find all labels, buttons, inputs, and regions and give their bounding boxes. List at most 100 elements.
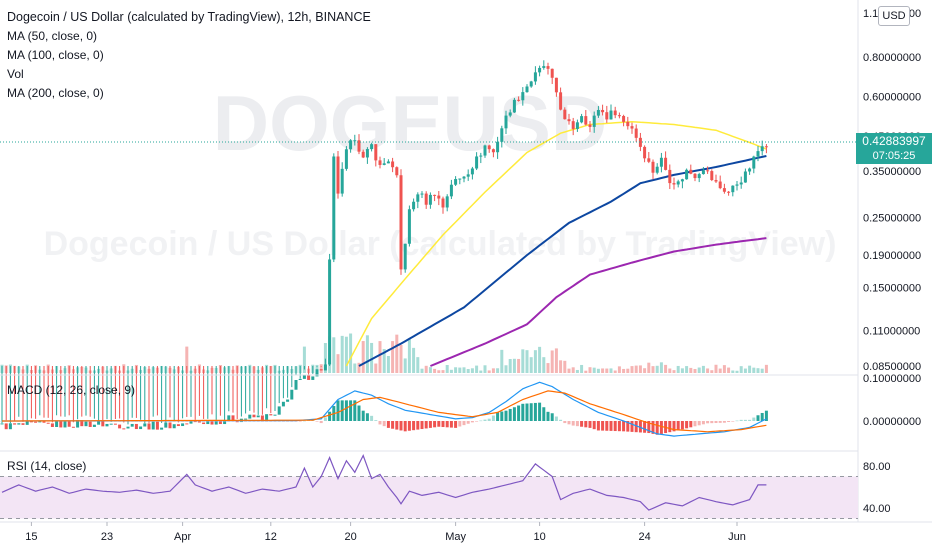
volume-bar	[659, 362, 663, 373]
candle-body	[319, 369, 323, 371]
candle-body	[67, 421, 71, 427]
volume-bar	[546, 363, 550, 373]
candle-body	[126, 426, 130, 429]
macd-histogram-bar	[748, 419, 752, 421]
rsi-pane	[0, 453, 858, 519]
macd-histogram-bar	[487, 418, 491, 421]
volume-bar	[655, 365, 659, 373]
candle-body	[500, 128, 504, 142]
volume-bar	[323, 343, 327, 373]
candle-body	[151, 421, 155, 430]
macd-histogram-bar	[336, 400, 340, 421]
candle-body	[554, 77, 558, 93]
volume-bar	[689, 367, 693, 373]
candle-body	[647, 158, 651, 162]
volume-bar	[693, 368, 697, 373]
macd-histogram-bar	[248, 421, 252, 422]
volume-bar	[735, 370, 739, 373]
indicator-label-ma100[interactable]: MA (100, close, 0)	[7, 48, 104, 62]
volume-bar	[466, 369, 470, 373]
macd-histogram-bar	[731, 421, 735, 422]
indicator-label-vol[interactable]: Vol	[7, 67, 24, 81]
volume-bar	[462, 367, 466, 373]
candle-body	[731, 185, 735, 193]
macd-histogram-bar	[298, 421, 302, 422]
macd-histogram-bar	[685, 421, 689, 429]
candle-body	[281, 401, 285, 407]
candle-body	[680, 179, 684, 182]
macd-histogram-bar	[668, 421, 672, 433]
candle-body	[46, 422, 50, 424]
macd-histogram-bar	[647, 421, 651, 434]
candle-body	[491, 149, 495, 153]
candle-body	[25, 421, 29, 425]
macd-histogram-bar	[428, 421, 432, 428]
candle-body	[55, 420, 59, 427]
volume-bar	[441, 370, 445, 373]
candle-body	[8, 423, 12, 430]
volume-bar	[433, 368, 437, 373]
candle-body	[391, 161, 395, 168]
currency-button[interactable]: USD	[878, 6, 910, 26]
volume-bar	[714, 364, 718, 373]
candle-body	[542, 66, 546, 68]
candle-body	[412, 201, 416, 210]
macd-histogram-bar	[349, 400, 353, 421]
volume-bar	[567, 368, 571, 373]
volume-bar	[315, 364, 319, 373]
macd-histogram-bar	[449, 421, 453, 428]
macd-histogram-bar	[601, 421, 605, 431]
macd-histogram-bar	[718, 421, 722, 423]
macd-histogram-bar	[357, 405, 361, 421]
candle-body	[575, 122, 579, 129]
candle-body	[386, 161, 390, 164]
volume-bar	[349, 333, 353, 373]
macd-histogram-bar	[706, 421, 710, 424]
indicator-label-ma50[interactable]: MA (50, close, 0)	[7, 29, 98, 43]
volume-bar	[332, 337, 336, 373]
candle-body	[655, 166, 659, 173]
volume-bar	[353, 363, 357, 373]
price-tick-label: 0.11000000	[863, 325, 920, 337]
candle-body	[563, 109, 567, 120]
candle-body	[428, 194, 432, 205]
candle-body	[748, 168, 752, 172]
volume-bar	[672, 370, 676, 373]
macd-histogram-bar	[504, 410, 508, 421]
macd-tick-label: 0.00000000	[863, 416, 921, 428]
macd-histogram-bar	[328, 411, 332, 421]
volume-bar	[613, 370, 617, 373]
candle-body	[508, 112, 512, 116]
candle-body	[668, 169, 672, 184]
candle-body	[395, 167, 399, 176]
volume-bar	[718, 368, 722, 373]
volume-bar	[739, 366, 743, 373]
macd-histogram-bar	[554, 416, 558, 421]
time-tick-label: 23	[101, 531, 113, 543]
macd-axis: 0.10000000 0.00000000	[863, 373, 921, 428]
macd-histogram-bar	[256, 421, 260, 422]
candle-body	[118, 424, 122, 429]
candle-body	[458, 178, 462, 180]
candle-body	[210, 420, 214, 425]
volume-bar	[475, 365, 479, 373]
candle-body	[550, 68, 554, 78]
volume-bar	[542, 357, 546, 373]
candle-body	[487, 145, 491, 150]
candle-body	[172, 424, 176, 429]
volume-bar	[424, 365, 428, 373]
candle-body	[609, 110, 613, 120]
volume-bar	[634, 365, 638, 373]
candle-body	[559, 92, 563, 110]
macd-histogram-bar	[672, 421, 676, 432]
macd-histogram-bar	[441, 421, 445, 428]
candle-body	[643, 146, 647, 159]
candle-body	[441, 198, 445, 208]
macd-label[interactable]: MACD (12, 26, close, 9)	[7, 383, 136, 397]
indicator-label-ma200[interactable]: MA (200, close, 0)	[7, 86, 104, 100]
candle-body	[424, 193, 428, 205]
volume-bar	[336, 354, 340, 373]
rsi-label[interactable]: RSI (14, close)	[7, 459, 87, 473]
ma100-line	[358, 155, 767, 367]
volume-bar	[651, 366, 655, 373]
